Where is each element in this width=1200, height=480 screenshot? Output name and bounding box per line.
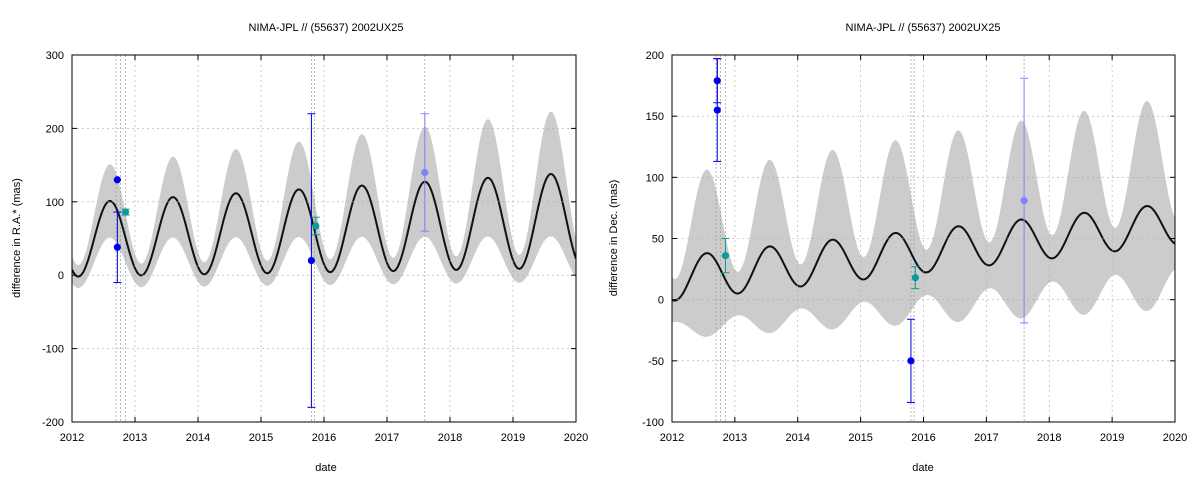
x-tick-label: 2013: [723, 432, 747, 444]
x-tick-label: 2018: [1037, 432, 1061, 444]
x-tick-label: 2020: [1163, 432, 1187, 444]
y-tick-label: 200: [646, 50, 664, 62]
data-point: [421, 168, 429, 177]
grid: [72, 55, 576, 422]
grid: [672, 55, 1175, 422]
x-tick-label: 2019: [501, 432, 525, 444]
model-curve: [72, 172, 576, 278]
data-point: [721, 252, 730, 260]
x-axis-label: date: [912, 462, 933, 474]
data-point: [907, 357, 915, 365]
uncertainty-band: [72, 111, 576, 288]
data-point: [121, 208, 130, 216]
y-tick-label: 200: [46, 123, 64, 135]
x-tick-label: 2014: [786, 432, 810, 444]
data-point: [307, 256, 315, 265]
x-axis-label: date: [315, 462, 336, 474]
x-tick-label: 2014: [186, 432, 210, 444]
x-tick-label: 2019: [1100, 432, 1124, 444]
x-tick-label: 2012: [660, 432, 684, 444]
x-tick-label: 2020: [564, 432, 588, 444]
y-axis-label: difference in R.A.* (mas): [11, 178, 23, 298]
y-tick-label: 0: [58, 270, 64, 282]
y-axis-label: difference in Dec. (mas): [608, 180, 620, 297]
data-point: [113, 176, 121, 184]
chart-ra: NIMA-JPL // (55637) 2002UX25 date differ…: [11, 22, 588, 474]
x-tick-label: 2012: [60, 432, 84, 444]
y-tick-label: 100: [646, 172, 664, 184]
y-tick-label: -100: [642, 417, 664, 429]
x-tick-label: 2015: [249, 432, 273, 444]
y-tick-label: 150: [646, 111, 664, 123]
y-tick-label: 300: [46, 50, 64, 62]
x-tick-label: 2016: [312, 432, 336, 444]
y-tick-label: -50: [648, 356, 664, 368]
chart-dec: NIMA-JPL // (55637) 2002UX25 date differ…: [608, 22, 1187, 474]
x-tick-label: 2017: [375, 432, 399, 444]
x-tick-label: 2018: [438, 432, 462, 444]
data-point: [713, 106, 721, 114]
data-point: [1020, 196, 1028, 205]
chart-title: NIMA-JPL // (55637) 2002UX25: [249, 22, 404, 34]
data-point: [911, 274, 919, 282]
y-tick-label: 0: [658, 295, 664, 307]
y-tick-label: -200: [42, 417, 64, 429]
data-point: [312, 222, 320, 230]
data-point: [113, 243, 121, 251]
x-tick-label: 2016: [911, 432, 935, 444]
x-tick-label: 2017: [974, 432, 998, 444]
y-tick-label: 100: [46, 197, 64, 209]
x-tick-label: 2015: [848, 432, 872, 444]
chart-title: NIMA-JPL // (55637) 2002UX25: [846, 22, 1001, 34]
uncertainty-band: [672, 101, 1175, 337]
x-tick-label: 2013: [123, 432, 147, 444]
y-tick-label: -100: [42, 344, 64, 356]
y-tick-label: 50: [652, 234, 664, 246]
